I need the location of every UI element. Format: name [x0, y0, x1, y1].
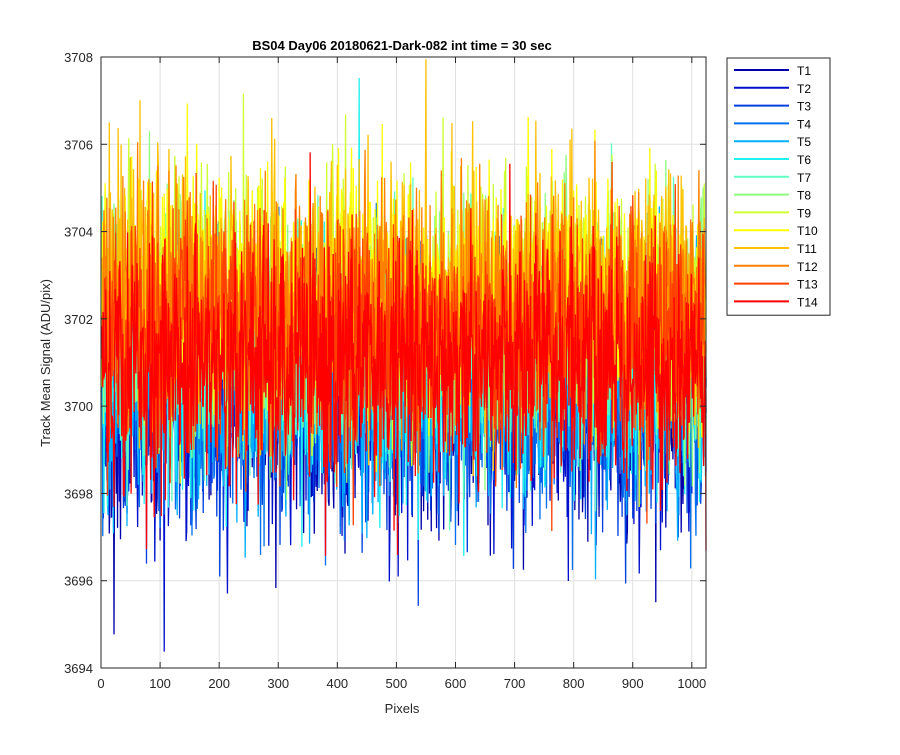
y-tick-label: 3706 — [64, 137, 93, 152]
legend-label-t10: T10 — [797, 224, 818, 238]
legend-label-t13: T13 — [797, 278, 818, 292]
x-tick-label: 900 — [622, 676, 644, 691]
y-axis-label: Track Mean Signal (ADU/pix) — [38, 279, 53, 447]
x-axis-label: Pixels — [385, 701, 420, 716]
legend-label-t11: T11 — [797, 242, 817, 256]
legend: T1 T2 T3 T4 T5 T6 T7 T8 T9 T10 T11 T12 T13 T14 — [726, 57, 831, 316]
series-line-t14 — [100, 152, 707, 557]
chart-title: BS04 Day06 20180621-Dark-082 int time = … — [252, 38, 552, 53]
y-tick-label: 3708 — [64, 50, 93, 65]
x-tick-label: 700 — [504, 676, 526, 691]
legend-label-t14: T14 — [797, 295, 818, 309]
legend-label-t8: T8 — [797, 189, 811, 203]
x-tick-label: 100 — [149, 676, 171, 691]
y-tick-label: 3696 — [64, 574, 93, 589]
legend-label-t3: T3 — [797, 100, 811, 114]
y-tick-label: 3698 — [64, 486, 93, 501]
legend-label-t12: T12 — [797, 260, 818, 274]
y-tick-label: 3704 — [64, 225, 93, 240]
y-tick-label: 3700 — [64, 399, 93, 414]
y-tick-label: 3694 — [64, 661, 93, 676]
legend-label-t6: T6 — [797, 153, 811, 167]
x-tick-label: 600 — [445, 676, 467, 691]
x-tick-label: 0 — [97, 676, 104, 691]
x-tick-label: 800 — [563, 676, 585, 691]
x-tick-label: 400 — [326, 676, 348, 691]
y-tick-label: 3702 — [64, 312, 93, 327]
legend-label-t4: T4 — [797, 117, 811, 131]
legend-label-t7: T7 — [797, 171, 811, 185]
x-tick-label: 500 — [386, 676, 408, 691]
legend-label-t9: T9 — [797, 206, 811, 220]
legend-label-t5: T5 — [797, 135, 811, 149]
legend-label-t2: T2 — [797, 82, 811, 96]
legend-label-t1: T1 — [797, 64, 811, 78]
legend-box — [726, 57, 831, 316]
x-tick-label: 300 — [267, 676, 289, 691]
x-tick-label: 1000 — [677, 676, 706, 691]
axes-box — [100, 56, 707, 669]
x-tick-label: 200 — [208, 676, 230, 691]
